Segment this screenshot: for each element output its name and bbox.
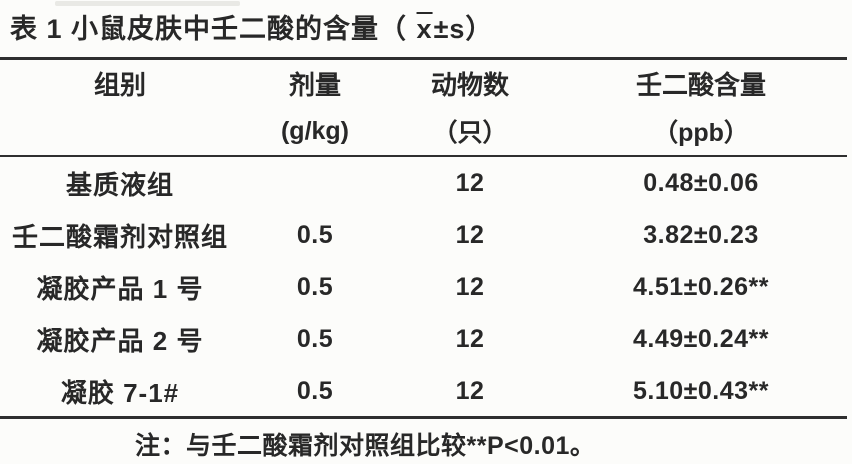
table-top-rule bbox=[0, 57, 847, 60]
header-group: 组别 bbox=[93, 70, 146, 100]
header-content-unit: （ppb） bbox=[653, 119, 749, 147]
cell-dose-4: 0.5 bbox=[296, 376, 334, 405]
cell-animals-3: 12 bbox=[455, 324, 485, 353]
mean-symbol-xbar: x bbox=[416, 14, 433, 44]
cell-animals-4: 12 bbox=[455, 376, 485, 405]
cell-group-3: 凝胶产品 2 号 bbox=[36, 325, 204, 356]
table-body: 基质液组 12 0.48±0.06 壬二酸霜剂对照组 0.5 12 3.82±0… bbox=[0, 157, 852, 417]
table-caption: 表 1 小鼠皮肤中壬二酸的含量（ x±s） bbox=[10, 12, 493, 46]
cell-content-3: 4.49±0.24** bbox=[633, 324, 769, 353]
header-animals-unit: （只） bbox=[432, 119, 508, 147]
cell-dose-0 bbox=[240, 157, 390, 209]
cell-group-0: 基质液组 bbox=[65, 169, 174, 200]
scan-artifact bbox=[55, 1, 240, 6]
cell-dose-3: 0.5 bbox=[296, 324, 334, 353]
cell-content-0: 0.48±0.06 bbox=[643, 168, 759, 197]
table-caption-suffix: ±s） bbox=[433, 14, 494, 44]
cell-animals-2: 12 bbox=[455, 272, 485, 301]
header-group-unit bbox=[0, 107, 240, 155]
cell-dose-2: 0.5 bbox=[296, 272, 334, 301]
table-bottom-rule bbox=[0, 416, 847, 419]
table-caption-prefix: 表 1 小鼠皮肤中壬二酸的含量（ bbox=[10, 14, 416, 44]
cell-dose-1: 0.5 bbox=[296, 220, 334, 249]
cell-content-2: 4.51±0.26** bbox=[633, 272, 769, 301]
table-header-rule bbox=[0, 155, 847, 157]
header-dose-unit: (g/kg) bbox=[280, 116, 350, 145]
header-dose: 剂量 bbox=[288, 70, 341, 100]
cell-content-1: 3.82±0.23 bbox=[643, 220, 759, 249]
cell-animals-0: 12 bbox=[455, 168, 485, 197]
cell-animals-1: 12 bbox=[455, 220, 485, 249]
header-animals: 动物数 bbox=[430, 70, 509, 100]
table-footnote: 注：与壬二酸霜剂对照组比较**P<0.01。 bbox=[135, 432, 596, 460]
header-content: 壬二酸含量 bbox=[635, 70, 766, 100]
cell-group-1: 壬二酸霜剂对照组 bbox=[11, 221, 228, 252]
cell-group-2: 凝胶产品 1 号 bbox=[36, 273, 204, 304]
table-header: 组别 剂量 动物数 壬二酸含量 (g/kg) （只） （ppb） bbox=[0, 60, 852, 155]
cell-group-4: 凝胶 7-1# bbox=[60, 377, 180, 408]
cell-content-4: 5.10±0.43** bbox=[633, 376, 769, 405]
